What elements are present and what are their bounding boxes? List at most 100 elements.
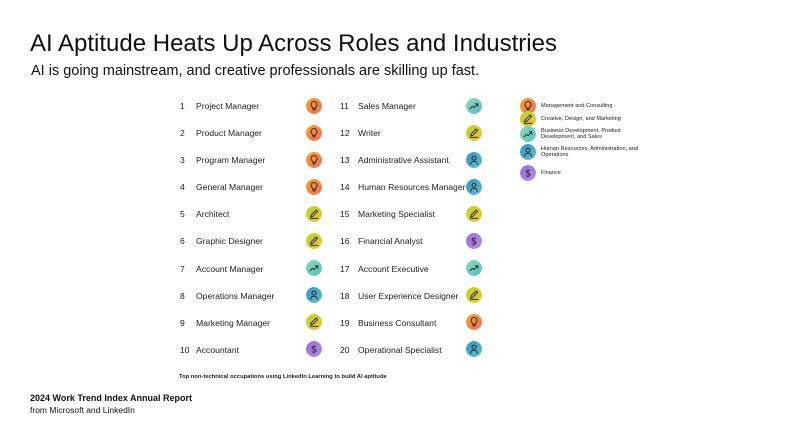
rank-number: 20 (340, 344, 350, 355)
ranking-row: 19 Business Consultant (338, 310, 488, 337)
ranking-row: 14 Human Resources Manager (338, 174, 488, 201)
occupation-label: Graphic Designer (196, 236, 263, 247)
svg-text:$: $ (525, 168, 531, 179)
occupation-label: Account Manager (196, 263, 264, 274)
ranking-row: 2 Product Manager (178, 120, 328, 147)
occupation-label: Operations Manager (196, 290, 275, 301)
trend-up-icon (466, 97, 482, 114)
legend-label: Business Development, Product Developmen… (541, 127, 621, 141)
lightbulb-icon (306, 124, 322, 141)
page-title: AI Aptitude Heats Up Across Roles and In… (30, 30, 557, 57)
occupation-label: User Experience Designer (358, 290, 459, 301)
ranking-row: 12 Writer (338, 120, 488, 147)
occupation-label: Account Executive (358, 263, 429, 274)
legend-label: Management and Consulting (541, 102, 613, 109)
dollar-icon: $ (520, 165, 536, 181)
ranking-row: 3 Program Manager (178, 147, 328, 174)
occupation-label: Marketing Specialist (358, 209, 435, 220)
trend-up-icon (306, 260, 322, 277)
ranking-row: 10 Accountant $ (178, 337, 328, 364)
rank-number: 1 (180, 101, 185, 111)
pencil-icon (520, 111, 536, 127)
ranking-row: 9 Marketing Manager (178, 310, 328, 337)
occupation-label: Program Manager (196, 155, 266, 166)
occupation-label: Project Manager (196, 101, 260, 111)
trend-up-icon (520, 126, 536, 142)
ranking-column-right: 11 Sales Manager 12 Writer 13 Administrative … (338, 93, 488, 364)
ranking-row: 20 Operational Specialist (338, 337, 488, 364)
rank-number: 18 (340, 290, 350, 301)
ranking-row: 4 General Manager (178, 174, 328, 201)
dollar-icon: $ (466, 232, 482, 249)
rank-number: 16 (340, 236, 350, 247)
occupation-label: Product Manager (196, 128, 262, 139)
rank-number: 3 (180, 155, 185, 166)
pencil-icon (466, 124, 482, 141)
page-subtitle: AI is going mainstream, and creative pro… (31, 63, 480, 79)
occupation-label: Administrative Assistant (358, 155, 449, 166)
rank-number: 15 (340, 209, 350, 220)
rank-number: 11 (340, 101, 349, 111)
occupation-label: Financial Analyst (358, 236, 423, 247)
rank-number: 2 (180, 128, 185, 139)
person-icon (466, 151, 482, 168)
ranking-row: 17 Account Executive (338, 256, 488, 283)
lightbulb-icon (306, 151, 322, 168)
rank-number: 13 (340, 155, 350, 166)
lightbulb-icon (306, 178, 322, 195)
pencil-icon (306, 314, 322, 331)
ranking-row: 1 Project Manager (178, 93, 328, 120)
report-title: 2024 Work Trend Index Annual Report (30, 393, 193, 403)
lightbulb-icon (466, 314, 482, 331)
person-icon (466, 341, 482, 358)
pencil-icon (466, 205, 482, 222)
rank-number: 4 (180, 182, 185, 193)
rank-number: 17 (340, 263, 350, 274)
rank-number: 19 (340, 317, 350, 328)
ranking-row: 8 Operations Manager (178, 283, 328, 310)
person-icon (520, 144, 536, 160)
rank-number: 7 (180, 263, 185, 274)
occupation-label: Architect (196, 209, 230, 220)
occupation-label: Operational Specialist (358, 344, 442, 355)
category-legend: Management and Consulting Creative, Desig… (520, 98, 660, 181)
legend-label: Finance (541, 169, 561, 176)
ranking-row: 16 Financial Analyst $ (338, 228, 488, 255)
occupation-label: Marketing Manager (196, 317, 271, 328)
ranking-row: 15 Marketing Specialist (338, 201, 488, 228)
occupation-label: Human Resources Manager (358, 182, 466, 193)
trend-up-icon (466, 260, 482, 277)
pencil-icon (306, 205, 322, 222)
dollar-icon: $ (306, 341, 322, 358)
report-source: from Microsoft and LinkedIn (30, 405, 135, 415)
legend-item-business: Business Development, Product Developmen… (520, 126, 660, 144)
ranking-row: 6 Graphic Designer (178, 228, 328, 255)
rank-number: 10 (180, 344, 190, 355)
svg-text:$: $ (311, 345, 317, 356)
ranking-row: 11 Sales Manager (338, 93, 488, 120)
rank-number: 9 (180, 317, 185, 328)
occupation-label: Writer (358, 128, 381, 139)
person-icon (466, 178, 482, 195)
ranking-row: 13 Administrative Assistant (338, 147, 488, 174)
occupation-label: Accountant (196, 344, 239, 355)
occupation-label: General Manager (196, 182, 263, 193)
pencil-icon (466, 287, 482, 304)
svg-text:$: $ (471, 236, 477, 247)
person-icon (306, 287, 322, 304)
ranking-row: 18 User Experience Designer (338, 283, 488, 310)
pencil-icon (306, 232, 322, 249)
rank-number: 6 (180, 236, 185, 247)
legend-item-management: Management and Consulting (520, 98, 660, 114)
occupation-label: Sales Manager (358, 101, 416, 111)
rank-number: 12 (340, 128, 350, 139)
ranking-column-left: 1 Project Manager 2 Product Manager 3 Program… (178, 93, 328, 364)
occupation-label: Business Consultant (358, 317, 437, 328)
ranking-row: 7 Account Manager (178, 256, 328, 283)
legend-item-creative: Creative, Design, and Marketing (520, 111, 660, 127)
chart-caption: Top non-technical occupations using Link… (179, 374, 387, 380)
legend-item-hr: Human Resources, Administration, and Ope… (520, 144, 660, 165)
legend-label: Creative, Design, and Marketing (541, 115, 621, 122)
rank-number: 14 (340, 182, 350, 193)
legend-label: Human Resources, Administration, and Ope… (541, 145, 639, 159)
